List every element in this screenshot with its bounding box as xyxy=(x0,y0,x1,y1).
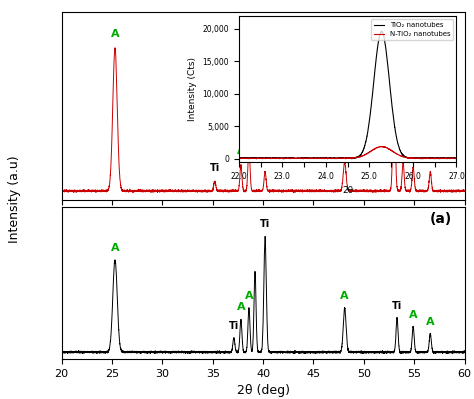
Text: Ti: Ti xyxy=(210,163,220,173)
Text: A: A xyxy=(409,310,418,320)
Text: A: A xyxy=(245,127,253,137)
Text: (b): (b) xyxy=(430,18,452,32)
Text: A: A xyxy=(237,302,245,312)
Text: (a): (a) xyxy=(430,212,452,226)
Text: Ti: Ti xyxy=(260,153,270,163)
Text: Ti: Ti xyxy=(392,301,402,311)
Text: A: A xyxy=(426,153,435,163)
Text: Intensity (a.u): Intensity (a.u) xyxy=(8,156,21,243)
Text: A: A xyxy=(340,143,349,153)
Text: A: A xyxy=(111,29,119,40)
Text: A: A xyxy=(426,317,435,327)
Text: Ti: Ti xyxy=(389,66,399,76)
Text: Ti: Ti xyxy=(229,321,239,331)
Text: Ti: Ti xyxy=(260,219,270,229)
Text: A: A xyxy=(399,144,407,154)
X-axis label: 2θ (deg): 2θ (deg) xyxy=(237,384,290,397)
Text: A: A xyxy=(409,148,418,158)
Text: A: A xyxy=(340,290,349,300)
Text: A: A xyxy=(111,243,119,253)
Text: Ti: Ti xyxy=(389,78,399,88)
Text: A: A xyxy=(237,146,245,156)
Text: A: A xyxy=(245,291,253,301)
